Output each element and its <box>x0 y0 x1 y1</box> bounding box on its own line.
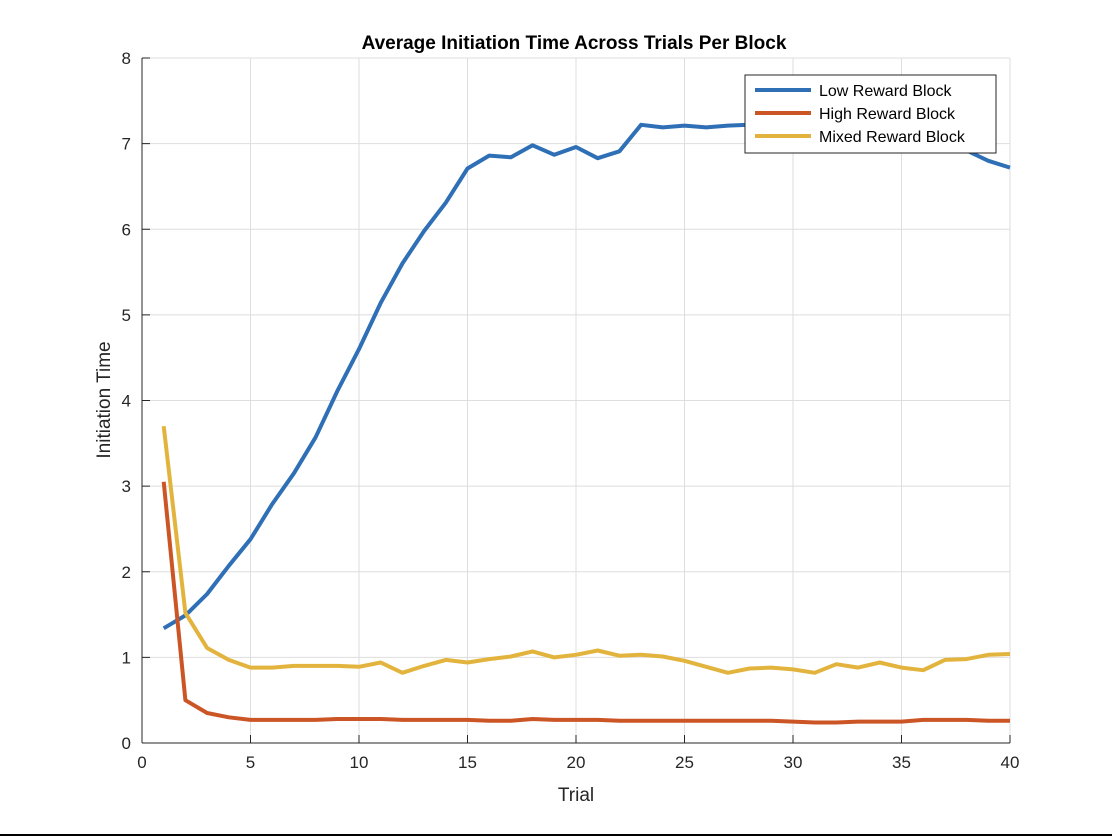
bottom-border <box>0 834 1112 836</box>
y-tick-label: 4 <box>122 392 131 411</box>
x-tick-label: 40 <box>1001 753 1020 772</box>
x-axis-label: Trial <box>558 785 594 806</box>
y-tick-label: 0 <box>122 734 131 753</box>
x-tick-label: 5 <box>246 753 255 772</box>
x-tick-label: 25 <box>675 753 694 772</box>
series-lines <box>161 119 1011 725</box>
legend-label-1: Low Reward Block <box>819 83 953 100</box>
y-tick-label: 2 <box>122 563 131 582</box>
y-axis-label: Initiation Time <box>94 341 115 458</box>
grid-lines <box>141 57 1011 744</box>
y-tick-label: 1 <box>122 648 131 667</box>
y-tick-label: 5 <box>122 306 131 325</box>
legend-label-2: High Reward Block <box>819 106 956 123</box>
x-tick-label: 35 <box>892 753 911 772</box>
series-line-1 <box>162 119 1011 631</box>
series-line-3 <box>161 425 1011 675</box>
legend: Low Reward Block High Reward Block Mixed R… <box>744 74 997 154</box>
y-tick-label: 7 <box>122 135 131 154</box>
axes: 0 5 10 15 20 25 30 35 40 0 1 2 3 4 5 6 7 8 <box>122 49 1020 772</box>
y-tick-label: 8 <box>122 49 131 68</box>
chart-title: Average Initiation Time Across Trials Pe… <box>362 33 787 54</box>
y-tick-label: 3 <box>122 477 131 496</box>
legend-label-3: Mixed Reward Block <box>819 129 966 146</box>
x-tick-label: 0 <box>137 753 146 772</box>
x-tick-label: 30 <box>784 753 803 772</box>
y-tick-label: 6 <box>122 220 131 239</box>
x-tick-label: 15 <box>458 753 477 772</box>
x-tick-label: 20 <box>567 753 586 772</box>
series-line-2 <box>161 481 1010 725</box>
x-tick-label: 10 <box>350 753 369 772</box>
